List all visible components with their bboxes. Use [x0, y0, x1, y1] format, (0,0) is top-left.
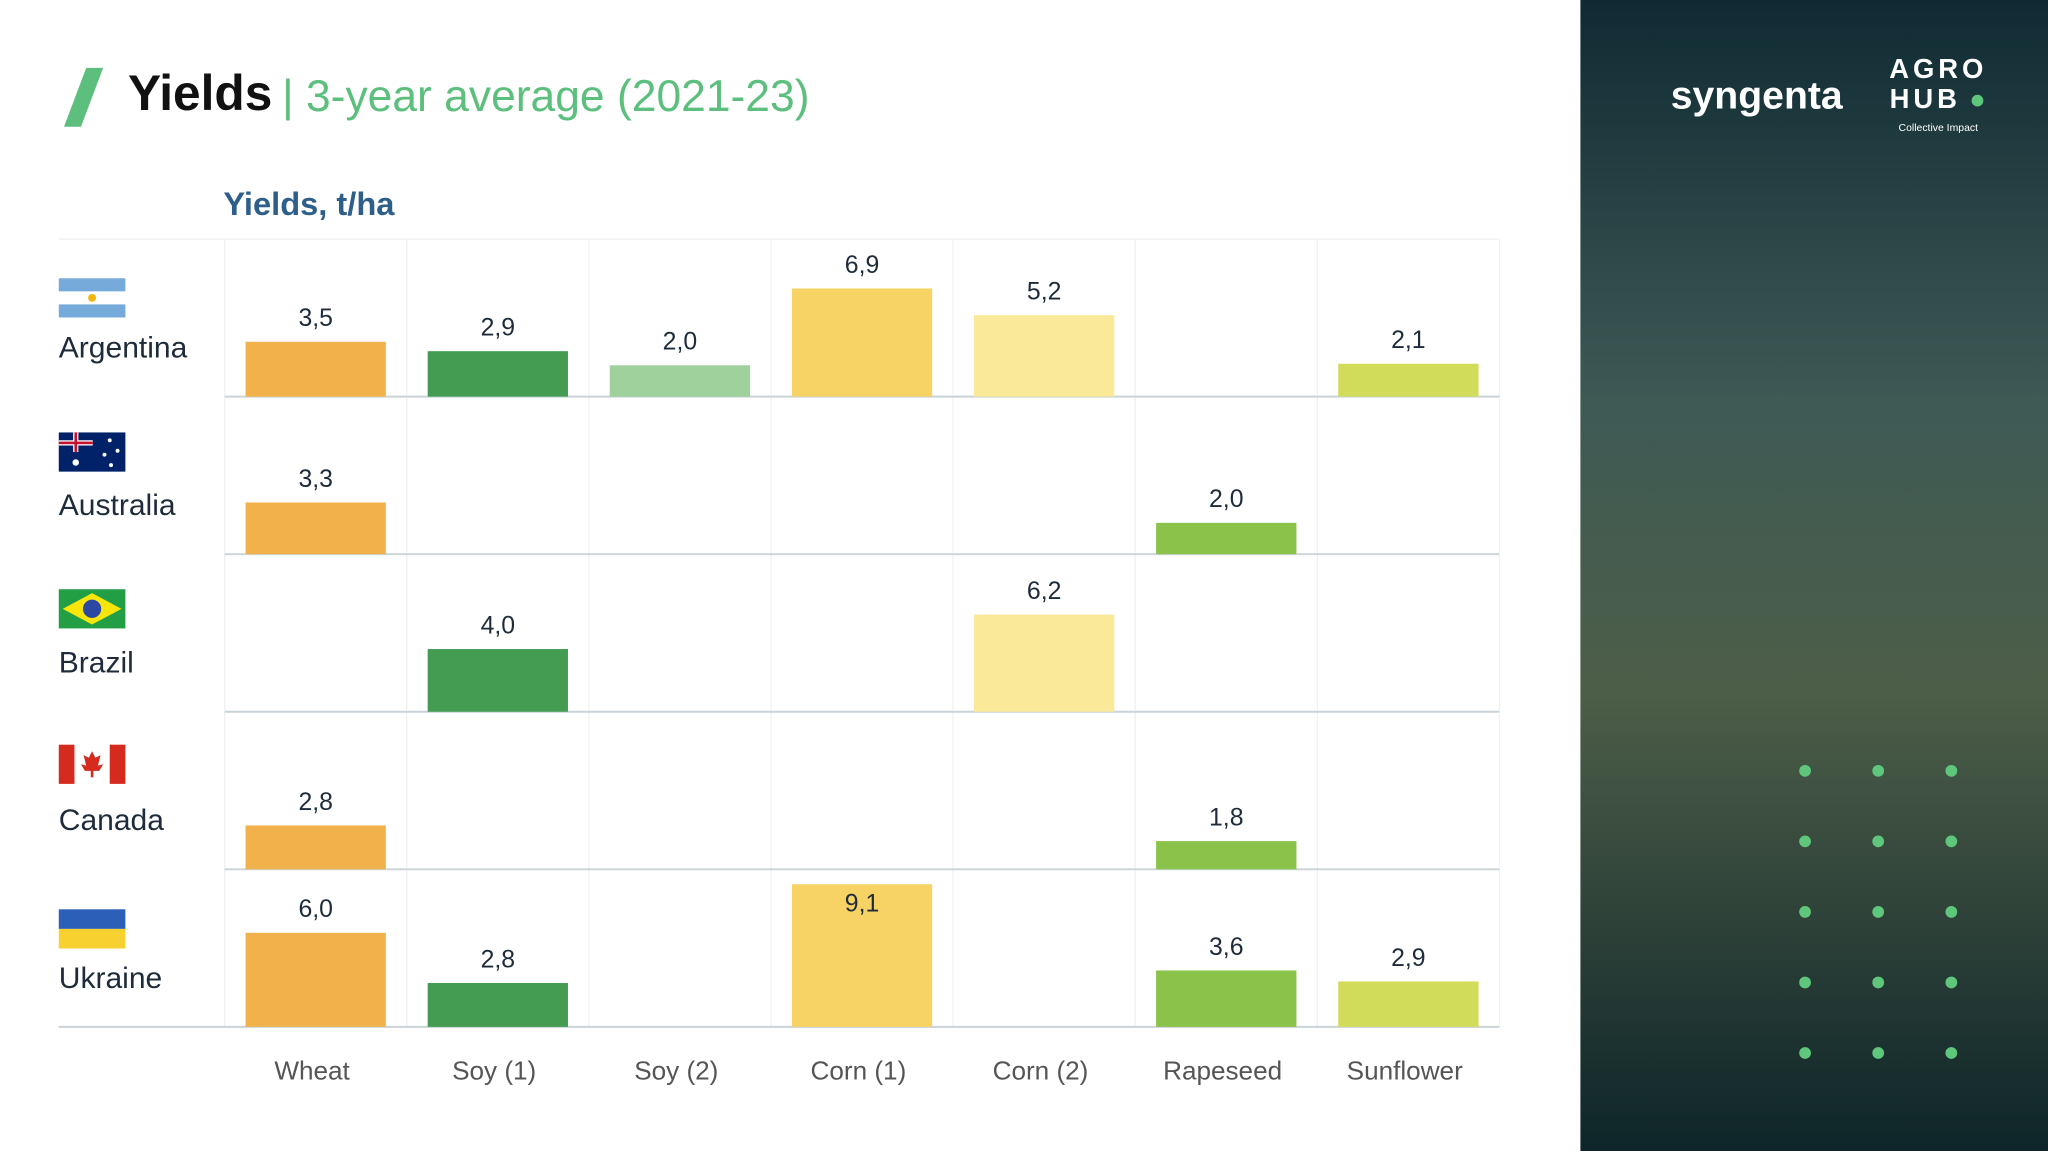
x-tick-label: Corn (2)	[993, 1056, 1089, 1086]
bar	[427, 982, 568, 1027]
value-label: 6,0	[298, 896, 332, 923]
hub-logo: HUB	[1890, 83, 1961, 114]
brand-logo: syngenta	[1671, 74, 1844, 117]
decor-dot	[1872, 906, 1885, 918]
value-label: 2,8	[481, 946, 515, 973]
x-tick-label: Wheat	[274, 1056, 350, 1086]
decor-dot	[1872, 835, 1885, 848]
bar	[1156, 841, 1297, 870]
value-label: 2,0	[663, 329, 697, 356]
value-label: 9,1	[845, 891, 879, 918]
y-axis-label: Yields, t/ha	[223, 185, 395, 222]
tagline: Collective Impact	[1899, 123, 1979, 134]
bar	[791, 884, 933, 1027]
hub-dot	[1971, 94, 1984, 107]
x-tick-label: Soy (1)	[452, 1056, 536, 1086]
flag-brazil	[58, 589, 126, 629]
value-label: 3,3	[298, 466, 332, 493]
bar	[973, 315, 1115, 397]
decor-dot	[1872, 764, 1885, 777]
bar	[1338, 981, 1479, 1027]
x-tick-label: Rapeseed	[1163, 1056, 1282, 1086]
row-label: Canada	[59, 804, 164, 837]
bar	[245, 341, 386, 397]
value-label: 1,8	[1209, 804, 1243, 831]
x-tick-label: Soy (2)	[634, 1056, 718, 1086]
value-label: 6,2	[1027, 578, 1061, 605]
decor-dot	[1945, 1047, 1958, 1059]
value-label: 2,9	[481, 315, 515, 342]
decor-dot	[1872, 1047, 1885, 1059]
title-slash	[64, 67, 104, 127]
decor-dot	[1945, 976, 1958, 989]
chart-subtitle: | 3-year average (2021-23)	[282, 72, 809, 121]
bar	[1156, 522, 1297, 555]
row-label: Argentina	[59, 332, 188, 365]
decor-dot	[1799, 764, 1811, 777]
value-label: 2,8	[298, 789, 332, 816]
row-label: Ukraine	[59, 962, 162, 995]
flag-argentina	[58, 278, 126, 318]
flag-australia	[58, 432, 126, 472]
bar	[427, 649, 568, 712]
decor-dot	[1945, 835, 1958, 848]
value-label: 4,0	[481, 612, 515, 639]
value-label: 6,9	[845, 252, 879, 279]
bar	[245, 825, 386, 870]
decor-dot	[1945, 906, 1958, 918]
decor-dot	[1799, 835, 1811, 848]
decor-dot	[1872, 976, 1885, 989]
bar	[973, 614, 1115, 712]
row-label: Brazil	[59, 647, 134, 680]
decor-dot	[1945, 764, 1958, 777]
value-label: 2,1	[1391, 327, 1425, 354]
hub-logo: AGRO	[1889, 53, 1987, 84]
value-label: 2,9	[1391, 945, 1425, 972]
decor-dot	[1799, 906, 1811, 918]
x-tick-label: Corn (1)	[811, 1056, 907, 1086]
bar	[245, 502, 386, 555]
decor-dot	[1799, 1047, 1811, 1059]
flag-ukraine	[58, 909, 126, 949]
bar	[1338, 363, 1479, 397]
bar	[609, 365, 751, 397]
bar	[791, 288, 933, 397]
bar	[427, 351, 568, 397]
x-tick-label: Sunflower	[1347, 1056, 1463, 1086]
bar	[245, 932, 386, 1027]
side-panel	[1580, 0, 2048, 1151]
value-label: 3,5	[298, 305, 332, 332]
flag-canada	[58, 744, 126, 784]
decor-dot	[1799, 976, 1811, 989]
bar	[1156, 970, 1297, 1027]
value-label: 3,6	[1209, 934, 1243, 961]
value-label: 2,0	[1209, 486, 1243, 513]
value-label: 5,2	[1027, 278, 1061, 305]
chart-title: Yields	[128, 65, 272, 121]
row-label: Australia	[59, 489, 176, 522]
flags	[58, 278, 126, 949]
